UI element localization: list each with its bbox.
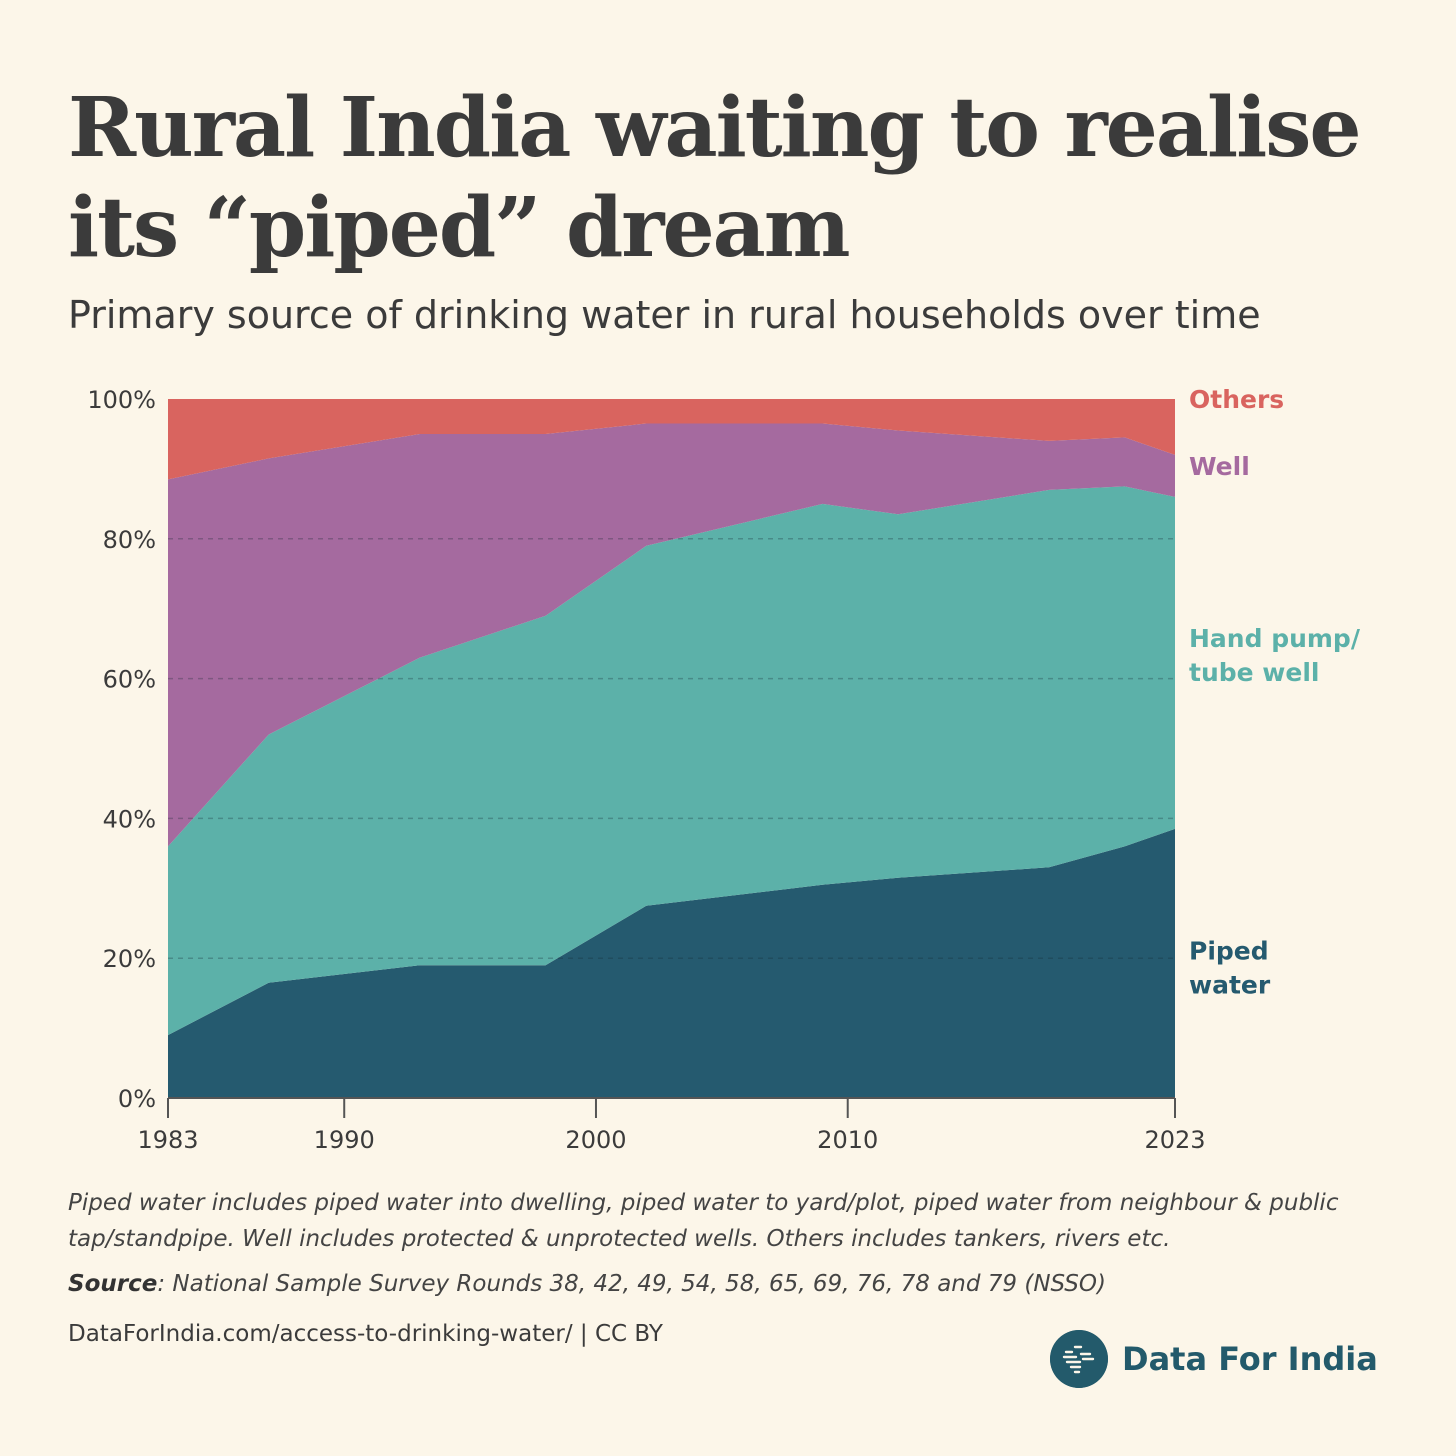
x-tick-label: 2023: [1144, 1126, 1205, 1154]
x-tick-label: 2010: [817, 1126, 878, 1154]
brand[interactable]: Data For India: [1050, 1330, 1378, 1388]
x-tick-label: 2000: [565, 1126, 626, 1154]
series-label-others: Others: [1189, 385, 1284, 414]
series-labels: Piped water Hand pump/tube well Well Others: [1189, 385, 1361, 999]
area-piped-water: [168, 828, 1175, 1098]
series-label-hand-pump-tube-well: Hand pump/tube well: [1189, 624, 1361, 687]
brand-name: Data For India: [1122, 1340, 1378, 1378]
source-text: : National Sample Survey Rounds 38, 42, …: [157, 1271, 1106, 1297]
axes: 0% 20% 40% 60% 80% 100% 1983 1990 2000 2010 2023: [87, 386, 1205, 1154]
india-map-logo-icon: [1050, 1330, 1108, 1388]
x-tick-label: 1983: [137, 1126, 198, 1154]
stacked-area-chart: 0% 20% 40% 60% 80% 100% 1983 1990 2000 2010 2023 P…: [87, 385, 1361, 1154]
series-label-piped-water: Piped water: [1189, 936, 1271, 999]
source-url[interactable]: DataForIndia.com/access-to-drinking-wate…: [68, 1321, 663, 1347]
series-areas: [168, 399, 1175, 1098]
source-label: Source: [68, 1271, 158, 1297]
y-tick-label: 80%: [103, 526, 156, 554]
series-label-well: Well: [1189, 452, 1250, 481]
area-others: [168, 399, 1175, 480]
series-label-line: Well: [1189, 452, 1250, 481]
gridlines: [168, 538, 1175, 959]
y-tick-label: 40%: [103, 805, 156, 833]
area-well: [168, 423, 1175, 847]
area-hand-pump-tube-well: [168, 486, 1175, 1036]
series-label-line: Piped: [1189, 936, 1269, 965]
y-tick-label: 60%: [103, 666, 156, 694]
chart-subtitle: Primary source of drinking water in rura…: [68, 293, 1261, 337]
series-label-line: Hand pump/: [1189, 624, 1361, 653]
series-label-line: Others: [1189, 385, 1284, 414]
source-line: Source: National Sample Survey Rounds 38…: [68, 1266, 1388, 1302]
y-tick-label: 0%: [118, 1085, 156, 1113]
x-tick-label: 1990: [314, 1126, 375, 1154]
series-label-line: water: [1189, 970, 1271, 999]
footnote: Piped water includes piped water into dw…: [68, 1190, 1339, 1252]
y-tick-label: 20%: [103, 945, 156, 973]
series-label-line: tube well: [1189, 658, 1320, 687]
y-tick-label: 100%: [87, 386, 156, 414]
chart-title: Rural India waiting to realise its “pipe…: [68, 80, 1362, 276]
